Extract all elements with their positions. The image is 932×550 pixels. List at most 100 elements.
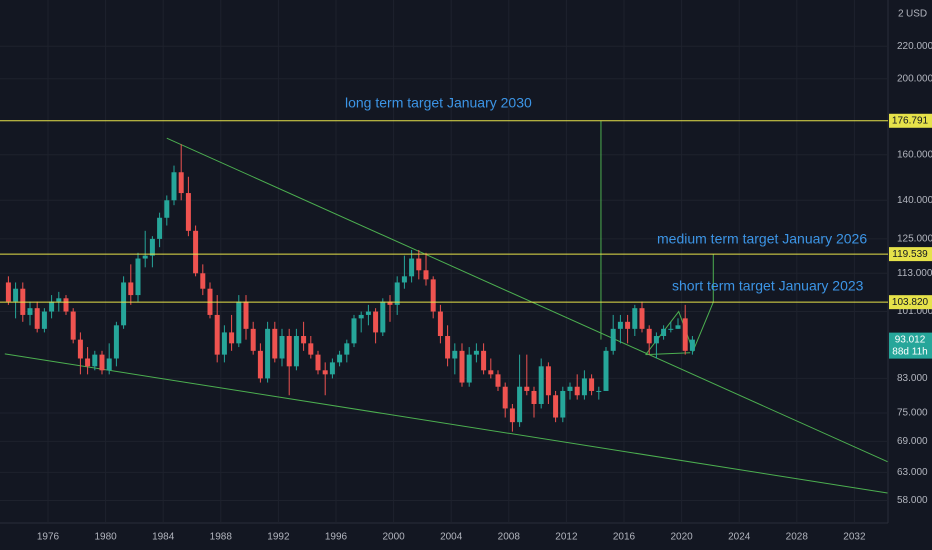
y-tick-label: 160.000 bbox=[897, 149, 932, 160]
candle-body bbox=[567, 386, 573, 391]
y-tick-label: 75.000 bbox=[897, 408, 928, 419]
x-tick-label: 1996 bbox=[325, 532, 348, 543]
x-tick-label: 1988 bbox=[210, 532, 233, 543]
candle-body bbox=[121, 282, 127, 326]
candle-body bbox=[481, 350, 487, 371]
y-tick-label: 113.000 bbox=[897, 268, 932, 279]
candle-body bbox=[243, 301, 249, 329]
candle-body bbox=[365, 311, 371, 315]
x-tick-label: 2032 bbox=[843, 532, 866, 543]
candle-body bbox=[416, 258, 422, 271]
candle-body bbox=[488, 370, 494, 375]
candle-body bbox=[394, 282, 400, 305]
candle-body bbox=[495, 374, 501, 387]
candle-body bbox=[135, 258, 141, 296]
candle-body bbox=[315, 354, 321, 371]
level-label: 176.791 bbox=[892, 115, 929, 126]
candle-body bbox=[545, 366, 551, 396]
candle-body bbox=[70, 311, 76, 340]
y-tick-label: 140.000 bbox=[897, 195, 932, 206]
candle-body bbox=[301, 336, 307, 344]
x-tick-label: 2012 bbox=[555, 532, 578, 543]
candle-body bbox=[625, 321, 631, 329]
x-tick-label: 2016 bbox=[613, 532, 636, 543]
candle-body bbox=[689, 339, 695, 351]
last-price-box bbox=[889, 332, 932, 359]
candle-body bbox=[157, 217, 163, 239]
candle-body bbox=[401, 276, 407, 283]
candle-body bbox=[445, 336, 451, 359]
candle-body bbox=[142, 255, 148, 259]
candle-body bbox=[56, 298, 62, 302]
candle-body bbox=[221, 332, 227, 355]
candle-body bbox=[265, 328, 271, 379]
candle-body bbox=[538, 366, 544, 404]
x-tick-label: 2024 bbox=[728, 532, 751, 543]
annotation: medium term target January 2026 bbox=[657, 231, 867, 247]
candle-body bbox=[149, 238, 155, 256]
y-tick-label: 69.000 bbox=[897, 436, 928, 447]
candle-body bbox=[286, 336, 292, 367]
candle-body bbox=[610, 328, 616, 351]
candle-body bbox=[106, 358, 112, 371]
x-tick-label: 1980 bbox=[94, 532, 117, 543]
annotation: long term target January 2030 bbox=[345, 95, 532, 111]
candle-body bbox=[437, 311, 443, 337]
candle-body bbox=[581, 378, 587, 396]
candle-body bbox=[617, 321, 623, 329]
candle-body bbox=[358, 314, 364, 319]
candle-body bbox=[466, 354, 472, 383]
candle-body bbox=[279, 336, 285, 359]
candle-body bbox=[128, 282, 134, 296]
candle-body bbox=[41, 311, 47, 329]
candle-body bbox=[553, 395, 559, 418]
candle-body bbox=[517, 386, 523, 423]
level-label: 119.539 bbox=[892, 249, 928, 260]
candle-body bbox=[574, 386, 580, 396]
badge: 2 bbox=[898, 9, 904, 20]
level-label-box bbox=[889, 247, 932, 262]
candle-body bbox=[596, 390, 602, 392]
currency: USD bbox=[906, 9, 927, 20]
y-tick-label: 83.000 bbox=[897, 373, 928, 384]
candle-body bbox=[229, 332, 235, 344]
y-tick-label: 125.000 bbox=[897, 234, 932, 245]
candle-body bbox=[49, 301, 55, 312]
candle-body bbox=[13, 288, 19, 302]
y-tick-label: 200.000 bbox=[897, 73, 932, 84]
candle-body bbox=[668, 328, 674, 330]
candle-body bbox=[63, 298, 69, 312]
candle-body bbox=[373, 311, 379, 333]
candle-body bbox=[250, 328, 256, 351]
candle-body bbox=[27, 308, 33, 315]
y-tick-label: 101.000 bbox=[897, 306, 932, 317]
candle-body bbox=[257, 350, 263, 379]
candle-body bbox=[322, 370, 328, 375]
x-tick-label: 2020 bbox=[670, 532, 693, 543]
trend-line bbox=[645, 352, 691, 356]
candle-body bbox=[85, 358, 91, 367]
candle-body bbox=[589, 378, 595, 391]
candle-body bbox=[632, 308, 638, 329]
candle-body bbox=[200, 273, 206, 289]
candle-body bbox=[99, 354, 105, 371]
x-tick-label: 2008 bbox=[498, 532, 521, 543]
x-tick-label: 1976 bbox=[37, 532, 60, 543]
annotation: short term target January 2023 bbox=[672, 278, 864, 294]
level-label: 103.820 bbox=[892, 297, 929, 308]
candle-body bbox=[653, 336, 659, 344]
candle-body bbox=[423, 270, 429, 280]
candle-body bbox=[639, 308, 645, 329]
candle-body bbox=[661, 328, 667, 337]
candle-body bbox=[293, 336, 299, 367]
candle-body bbox=[409, 258, 415, 277]
candle-body bbox=[92, 354, 98, 367]
candle-body bbox=[171, 172, 177, 201]
trend-line bbox=[166, 137, 888, 463]
candle-body bbox=[675, 325, 681, 329]
candle-body bbox=[193, 230, 199, 274]
candle-body bbox=[308, 343, 314, 355]
candle-body bbox=[430, 279, 436, 312]
candle-body bbox=[164, 200, 170, 218]
